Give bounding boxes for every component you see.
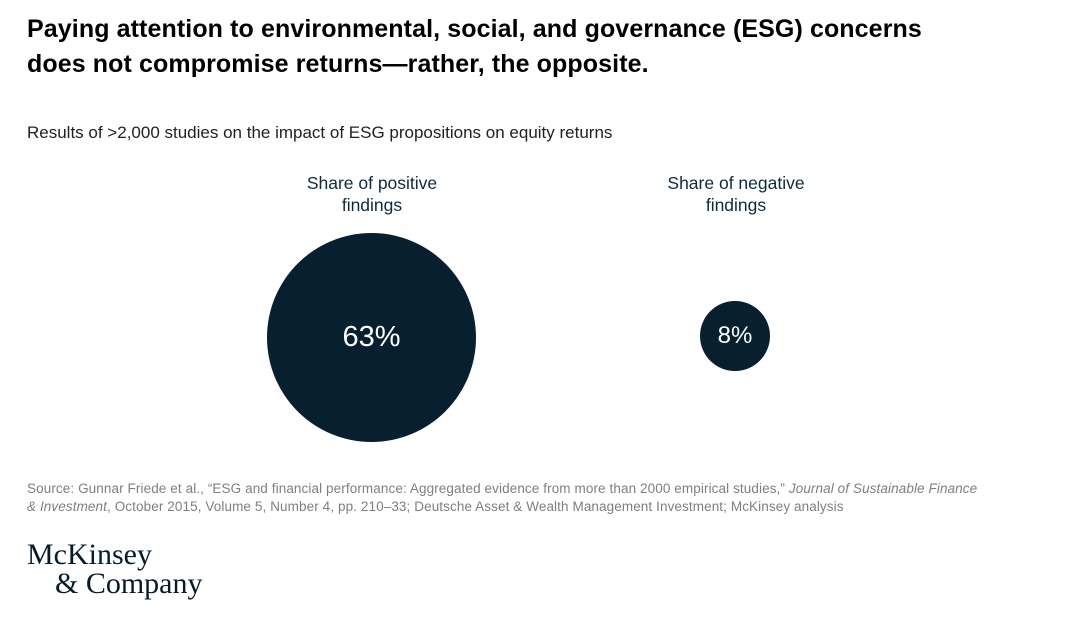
exhibit-title-line2: does not compromise returns—rather, the …: [27, 50, 649, 78]
bubble-positive-value: 63%: [342, 321, 401, 353]
label-share-negative-line2: findings: [705, 195, 767, 215]
mckinsey-logo-line1: McKinsey: [27, 538, 152, 571]
source-journal-name-part2: & Investment: [27, 499, 107, 514]
bubble-negative-value: 8%: [717, 322, 753, 349]
bubble-positive-findings: 63%: [267, 233, 476, 442]
exhibit-title-line1: Paying attention to environmental, socia…: [27, 15, 922, 43]
label-share-positive-line1: Share of positive: [306, 173, 438, 193]
mckinsey-logo: McKinsey & Company: [27, 538, 203, 600]
exhibit-title: Paying attention to environmental, socia…: [27, 12, 922, 82]
source-note-part1: Source: Gunnar Friede et al., “ESG and f…: [27, 481, 789, 496]
label-share-negative: Share of negative findings: [586, 172, 886, 216]
source-journal-name-part1: Journal of Sustainable Finance: [788, 481, 978, 496]
chart-subtitle: Results of >2,000 studies on the impact …: [27, 123, 613, 142]
source-note: Source: Gunnar Friede et al., “ESG and f…: [27, 480, 977, 516]
mckinsey-logo-line2: & Company: [55, 567, 203, 600]
source-note-part2: , October 2015, Volume 5, Number 4, pp. …: [107, 499, 844, 514]
label-share-positive: Share of positive findings: [222, 172, 522, 216]
bubble-negative-findings: 8%: [700, 301, 770, 371]
label-share-negative-line1: Share of negative: [667, 173, 805, 193]
label-share-positive-line2: findings: [341, 195, 403, 215]
